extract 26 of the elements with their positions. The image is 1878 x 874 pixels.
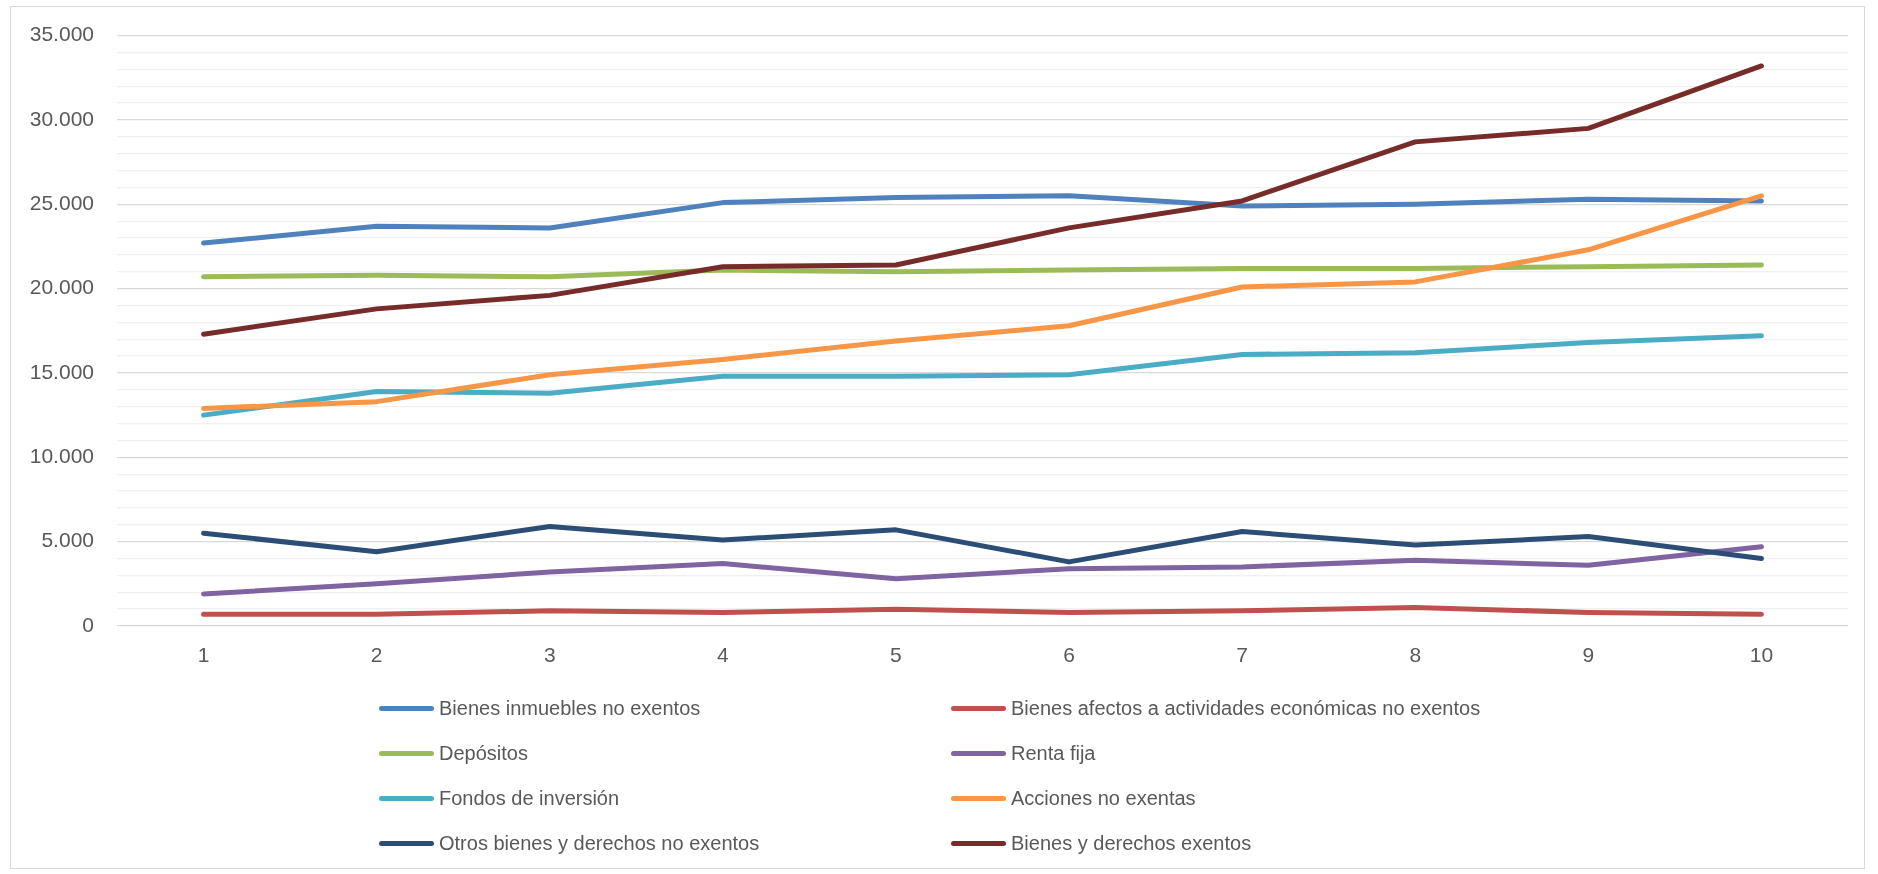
x-tick-label: 10 (1749, 643, 1774, 667)
x-tick-label: 7 (1236, 643, 1248, 667)
legend-label: Bienes y derechos exentos (1011, 832, 1252, 855)
x-tick-label: 3 (543, 643, 556, 667)
y-tick-label: 25.000 (29, 191, 94, 215)
legend-label: Bienes afectos a actividades económicas no exentos (1011, 697, 1481, 720)
y-tick-label: 0 (82, 612, 94, 636)
x-tick-label: 4 (717, 643, 730, 667)
y-tick-label: 20.000 (29, 275, 94, 299)
x-tick-label: 1 (197, 643, 210, 667)
y-tick-label: 10.000 (29, 444, 94, 468)
x-tick-label: 9 (1582, 643, 1595, 667)
x-tick-label: 5 (890, 643, 902, 667)
x-tick-label: 2 (370, 643, 383, 667)
legend-label: Acciones no exentas (1011, 787, 1196, 810)
legend-label: Fondos de inversión (439, 787, 620, 810)
legend-label: Bienes inmuebles no exentos (439, 697, 701, 720)
x-tick-label: 6 (1063, 643, 1075, 667)
y-tick-label: 15.000 (29, 359, 94, 383)
y-tick-label: 30.000 (29, 106, 94, 130)
y-tick-label: 5.000 (41, 528, 94, 552)
legend-label: Depósitos (439, 742, 528, 765)
legend-label: Renta fija (1011, 742, 1096, 765)
y-tick-label: 35.000 (29, 22, 94, 46)
x-tick-label: 8 (1409, 643, 1422, 667)
legend-label: Otros bienes y derechos no exentos (439, 832, 760, 855)
